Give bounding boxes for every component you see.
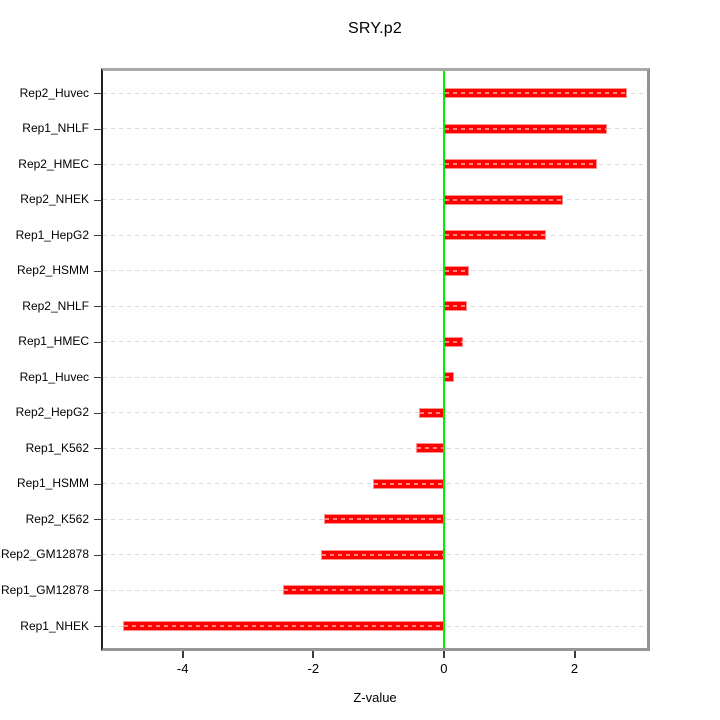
y-tick-rep1-k562 (94, 448, 102, 450)
bar-gridline-overlay (324, 518, 443, 521)
plot-inner (103, 71, 647, 648)
y-tick-rep1-nhek (94, 626, 102, 627)
y-label-rep2-hsmm: Rep2_HSMM (16, 263, 89, 278)
gridline-rep2-nhek (103, 199, 647, 201)
y-tick-rep2-hepg2 (94, 412, 102, 414)
y-label-rep1-nhek: Rep1_NHEK (20, 618, 89, 633)
y-label-rep1-k562: Rep1_K562 (25, 440, 89, 455)
gridline-rep1-k562 (103, 447, 647, 449)
bar-gridline-overlay (444, 269, 468, 272)
bar-gridline-overlay (374, 482, 443, 485)
gridline-rep1-hmec (103, 341, 647, 343)
x-tick-0 (442, 651, 445, 658)
y-label-rep1-hepg2: Rep1_HepG2 (15, 227, 89, 242)
bar-gridline-overlay (444, 340, 463, 343)
bar-gridline-overlay (420, 411, 443, 414)
x-tick-label--2: -2 (307, 661, 320, 676)
gridline-rep2-huvec (103, 92, 647, 94)
x-tick--2 (312, 651, 315, 658)
bar-rep2-k562 (323, 514, 444, 525)
zero-reference-line (442, 71, 445, 648)
y-label-rep2-k562: Rep2_K562 (25, 511, 89, 526)
gridline-rep1-huvec (103, 376, 647, 378)
y-label-rep1-gm12878: Rep1_GM12878 (0, 582, 89, 597)
x-tick--4 (181, 651, 184, 658)
y-label-rep1-nhlf: Rep1_NHLF (22, 121, 89, 136)
bar-gridline-overlay (322, 553, 443, 556)
bar-rep1-hsmm (373, 478, 444, 489)
bar-rep1-hmec (443, 336, 464, 347)
bar-gridline-overlay (444, 376, 453, 379)
y-tick-rep2-nhek (94, 199, 102, 201)
plot-area (101, 68, 650, 651)
y-label-rep2-hmec: Rep2_HMEC (18, 156, 89, 171)
bar-rep2-hsmm (443, 265, 469, 276)
x-tick-2 (573, 651, 576, 658)
y-tick-rep2-k562 (94, 519, 102, 521)
bar-gridline-overlay (444, 305, 466, 308)
bar-gridline-overlay (444, 198, 563, 201)
y-label-rep2-nhek: Rep2_NHEK (20, 192, 89, 207)
bar-gridline-overlay (444, 92, 627, 94)
y-label-rep2-gm12878: Rep2_GM12878 (0, 547, 89, 562)
y-tick-rep1-hsmm (94, 483, 102, 485)
y-label-rep2-nhlf: Rep2_NHLF (22, 298, 89, 313)
bar-gridline-overlay (444, 163, 597, 166)
bar-gridline-overlay (444, 127, 606, 130)
x-tick-label-0: 0 (440, 661, 448, 676)
bar-gridline-overlay (124, 625, 443, 627)
bar-gridline-overlay (417, 447, 443, 450)
gridline-rep1-nhlf (103, 128, 647, 130)
gridline-rep2-hepg2 (103, 412, 647, 414)
y-tick-rep2-huvec (94, 93, 102, 94)
y-tick-rep2-hsmm (94, 270, 102, 272)
y-tick-rep2-nhlf (94, 306, 102, 308)
y-tick-rep1-nhlf (94, 128, 102, 130)
chart-title: SRY.p2 (348, 20, 402, 37)
y-label-rep1-huvec: Rep1_Huvec (19, 369, 89, 384)
bar-gridline-overlay (283, 589, 443, 592)
y-label-rep1-hmec: Rep1_HMEC (18, 334, 89, 349)
bar-rep1-nhek (123, 621, 444, 631)
gridline-rep2-hsmm (103, 270, 647, 272)
gridline-rep1-hepg2 (103, 234, 647, 236)
bar-rep2-gm12878 (321, 549, 444, 560)
bar-rep1-hepg2 (443, 230, 546, 241)
bar-rep1-gm12878 (282, 585, 444, 596)
y-tick-rep2-gm12878 (94, 554, 102, 556)
y-tick-rep1-huvec (94, 377, 102, 379)
x-axis-title: Z-value (353, 690, 397, 705)
y-tick-rep1-hepg2 (94, 235, 102, 237)
bar-rep2-hepg2 (419, 407, 444, 418)
y-label-rep2-huvec: Rep2_Huvec (19, 85, 89, 100)
bar-rep1-nhlf (443, 123, 607, 134)
x-tick-label-2: 2 (570, 661, 579, 676)
bar-rep2-hmec (443, 159, 598, 170)
bar-rep2-huvec (443, 88, 628, 98)
x-tick-label--4: -4 (176, 661, 189, 676)
y-label-rep2-hepg2: Rep2_HepG2 (15, 405, 89, 420)
gridline-rep2-nhlf (103, 305, 647, 307)
y-label-rep1-hsmm: Rep1_HSMM (16, 476, 89, 491)
y-tick-rep2-hmec (94, 164, 102, 166)
bar-rep2-nhek (443, 194, 564, 205)
gridline-rep2-hmec (103, 163, 647, 165)
y-tick-rep1-hmec (94, 341, 102, 343)
bar-rep1-k562 (416, 443, 444, 454)
bar-rep2-nhlf (443, 301, 467, 312)
y-tick-rep1-gm12878 (94, 590, 102, 592)
bar-gridline-overlay (444, 234, 545, 237)
bar-rep1-huvec (443, 372, 454, 383)
